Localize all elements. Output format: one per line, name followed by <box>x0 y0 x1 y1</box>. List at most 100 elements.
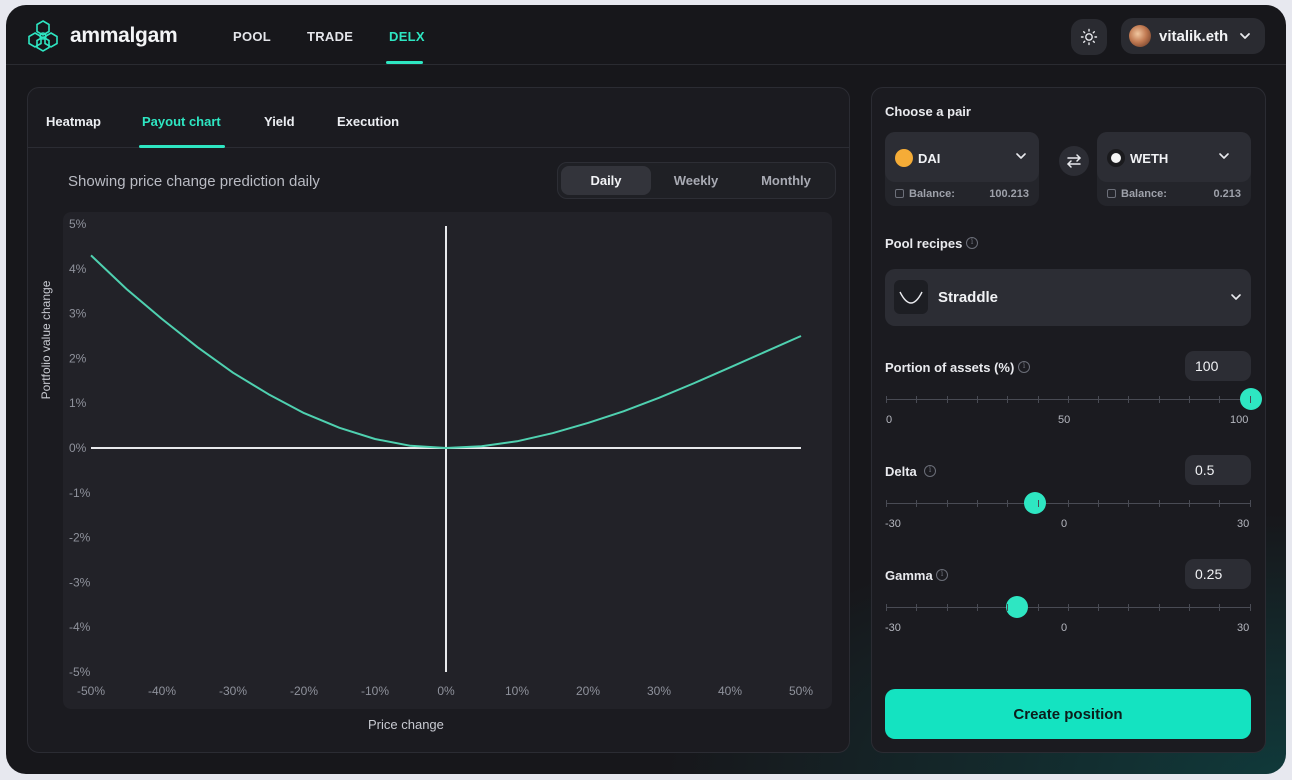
slider-tick <box>946 396 948 403</box>
nav-pool[interactable]: POOL <box>233 29 272 44</box>
sun-icon <box>1080 28 1098 46</box>
info-icon[interactable] <box>924 465 936 477</box>
token-a-select[interactable]: DAI <box>885 132 1039 182</box>
brand-logo[interactable]: ammalgam <box>26 19 178 53</box>
gamma-slider-track[interactable] <box>886 596 1251 618</box>
slider-tick <box>1098 500 1100 507</box>
tab-execution[interactable]: Execution <box>337 114 400 129</box>
slider-tick <box>886 500 887 507</box>
slider-tick <box>1189 396 1190 403</box>
gamma-min-label: -30 <box>885 622 901 634</box>
x-tick-label: 40% <box>718 684 742 698</box>
pool-recipe-select[interactable]: Straddle <box>885 269 1251 326</box>
info-icon[interactable] <box>966 237 978 249</box>
token-b-balance-value: 0.213 <box>1213 188 1241 200</box>
slider-tick <box>1249 500 1251 507</box>
theme-toggle-button[interactable] <box>1071 19 1107 55</box>
payout-chart-svg: 5% 4% 3% 2% 1% 0% -1% -2% -3% -4% -5% -50% -40% -30% -… <box>69 217 813 698</box>
slider-tick <box>1189 500 1190 507</box>
info-icon[interactable] <box>1018 361 1030 373</box>
period-daily-button[interactable]: Daily <box>561 166 651 195</box>
tab-payout-chart[interactable]: Payout chart <box>142 114 221 129</box>
payout-chart: 5% 4% 3% 2% 1% 0% -1% -2% -3% -4% -5% -50% -40% -30% -… <box>63 212 832 709</box>
slider-tick <box>1219 604 1221 611</box>
slider-tick <box>886 396 887 403</box>
gamma-input[interactable]: 0.25 <box>1185 559 1251 589</box>
info-icon[interactable] <box>936 569 948 581</box>
balance-label: Balance: <box>909 188 955 200</box>
portion-slider-track[interactable] <box>886 388 1262 410</box>
period-weekly-button[interactable]: Weekly <box>673 173 719 188</box>
y-tick-label: 2% <box>69 351 87 365</box>
delta-label: Delta <box>885 464 917 479</box>
chart-tabs: Heatmap Payout chart Yield Execution <box>28 88 849 148</box>
avatar <box>1129 25 1151 47</box>
nav-trade[interactable]: TRADE <box>307 29 354 44</box>
create-position-button[interactable]: Create position <box>885 689 1251 739</box>
token-b-card: WETH Balance: 0.213 <box>1097 132 1251 206</box>
payout-series-line <box>90 254 802 449</box>
slider-tick <box>1098 604 1100 611</box>
delta-input[interactable]: 0.5 <box>1185 455 1251 485</box>
portion-slider-thumb[interactable] <box>1240 388 1262 410</box>
tab-yield[interactable]: Yield <box>264 114 295 129</box>
slider-tick <box>1037 604 1039 611</box>
nav-delx[interactable]: DELX <box>389 29 425 44</box>
slider-tick <box>1249 396 1251 403</box>
dai-token-icon <box>895 149 913 167</box>
recipe-name: Straddle <box>938 289 999 306</box>
choose-pair-label: Choose a pair <box>885 104 971 119</box>
delta-slider-thumb[interactable] <box>1023 492 1046 514</box>
delta-slider-track[interactable] <box>886 492 1251 514</box>
x-tick-label: 0% <box>437 684 455 698</box>
portion-label: Portion of assets (%) <box>885 360 1015 375</box>
account-menu-button[interactable]: vitalik.eth <box>1121 18 1265 54</box>
x-tick-label: -10% <box>361 684 389 698</box>
delta-min-label: -30 <box>885 518 901 530</box>
x-tick-label: 10% <box>505 684 529 698</box>
gamma-mid-label: 0 <box>1061 622 1068 634</box>
slider-tick <box>1037 396 1039 403</box>
x-tick-label: 50% <box>789 684 813 698</box>
ammalgam-logo-icon <box>28 20 58 52</box>
portion-min-label: 0 <box>886 414 893 426</box>
chevron-down-icon <box>1231 294 1241 300</box>
tab-heatmap[interactable]: Heatmap <box>46 114 101 129</box>
slider-tick <box>1067 500 1069 507</box>
y-tick-label: -4% <box>69 620 91 634</box>
tab-active-indicator <box>139 145 225 148</box>
slider-tick <box>916 604 918 611</box>
y-tick-label: -3% <box>69 575 91 589</box>
slider-tick <box>1007 604 1009 611</box>
slider-tick <box>916 500 918 507</box>
slider-tick <box>916 396 918 403</box>
account-name: vitalik.eth <box>1159 27 1229 45</box>
y-tick-label: 1% <box>69 396 87 410</box>
slider-tick <box>976 396 978 403</box>
slider-tick <box>1037 500 1039 507</box>
x-tick-label: -40% <box>148 684 176 698</box>
swap-arrows-icon <box>1067 154 1081 168</box>
slider-tick <box>946 604 948 611</box>
slider-tick <box>1128 604 1130 611</box>
portion-mid-label: 50 <box>1058 414 1071 426</box>
portion-max-label: 100 <box>1230 414 1249 426</box>
brand-name: ammalgam <box>70 24 178 47</box>
chart-panel: Heatmap Payout chart Yield Execution Sho… <box>27 87 850 753</box>
slider-tick <box>1219 396 1221 403</box>
slider-tick <box>1158 604 1160 611</box>
chart-subtitle: Showing price change prediction daily <box>68 173 320 190</box>
period-monthly-button[interactable]: Monthly <box>761 173 811 188</box>
swap-pair-button[interactable] <box>1059 146 1089 176</box>
portion-input[interactable]: 100 <box>1185 351 1251 381</box>
slider-tick <box>1067 396 1069 403</box>
x-tick-label: -30% <box>219 684 247 698</box>
gamma-slider-thumb[interactable] <box>1005 596 1028 618</box>
wallet-icon <box>895 189 904 198</box>
slider-tick <box>1219 500 1221 507</box>
slider-tick <box>1189 604 1190 611</box>
y-tick-label: 0% <box>69 441 87 455</box>
weth-token-icon <box>1107 149 1125 167</box>
token-b-select[interactable]: WETH <box>1097 132 1251 182</box>
x-tick-label: -50% <box>77 684 105 698</box>
